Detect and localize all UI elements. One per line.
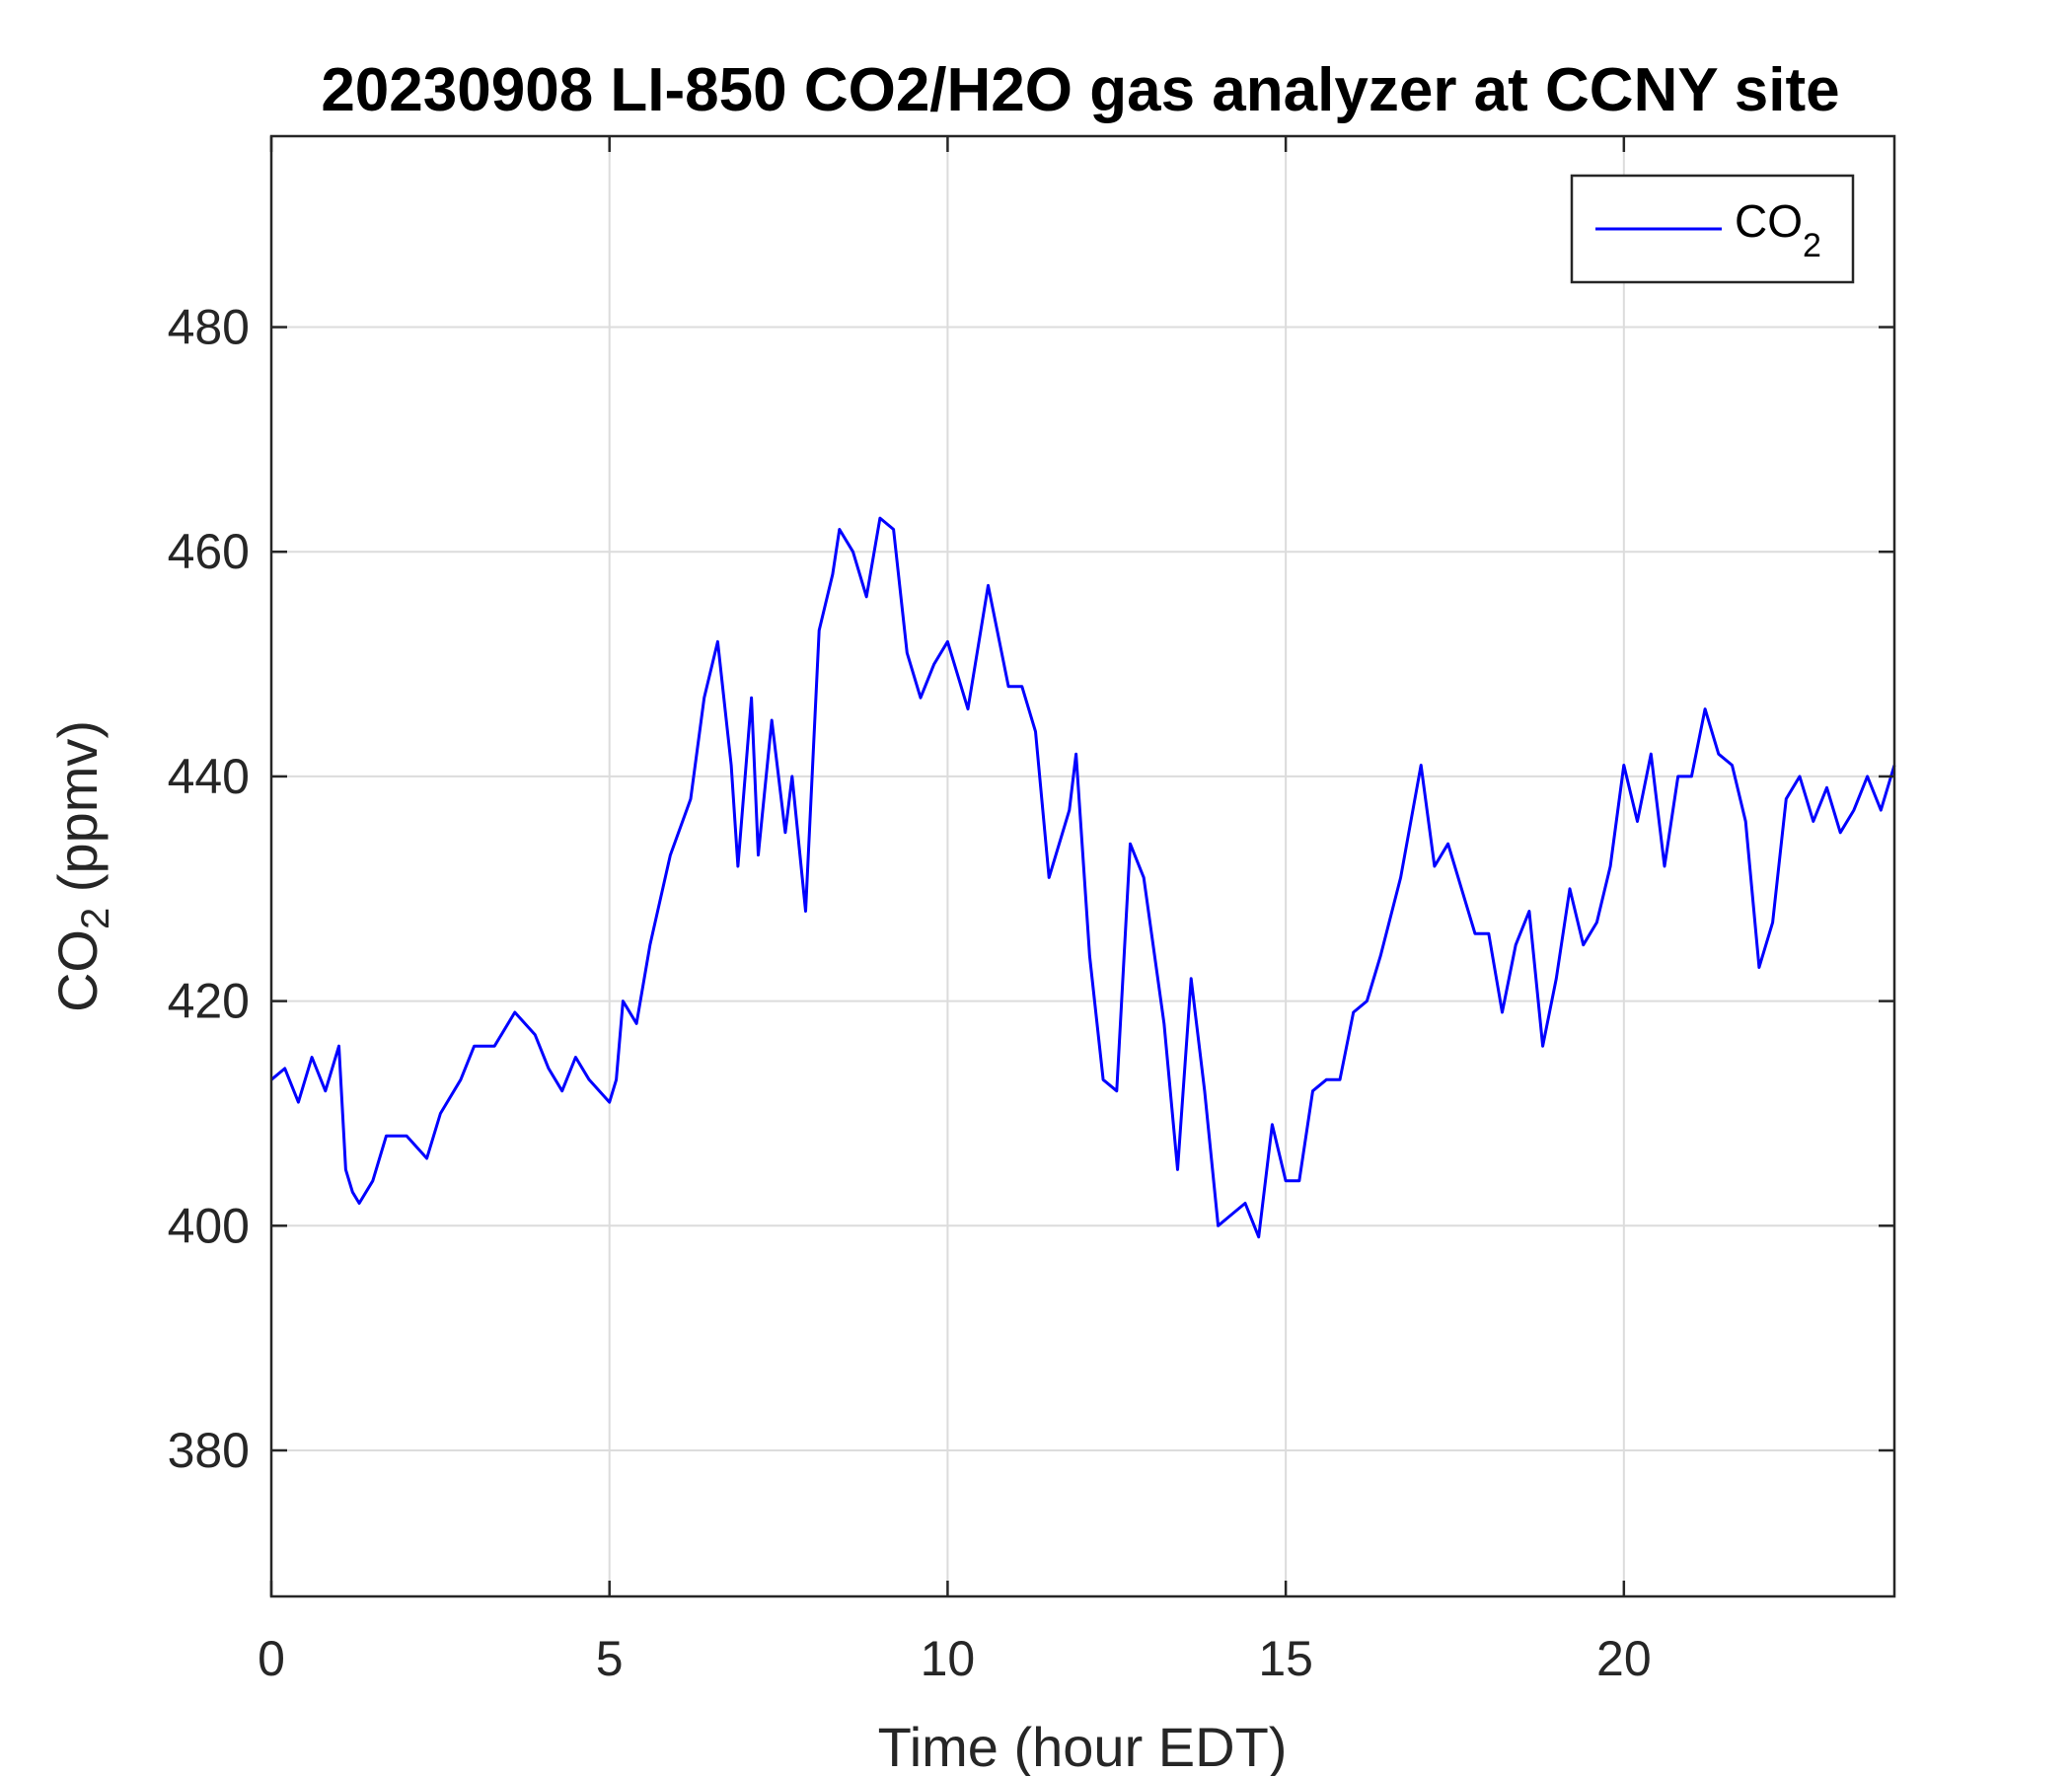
y-axis-label-subscript: 2 (74, 908, 117, 929)
y-tick-labels: 380 400 420 440 460 480 (168, 300, 250, 1478)
legend-entry-subscript: 2 (1803, 227, 1821, 264)
y-axis-label-main: CO (46, 929, 109, 1012)
y-tick-label: 420 (168, 974, 250, 1029)
x-tick-labels: 0 5 10 15 20 (258, 1631, 1652, 1686)
axis-ticks (269, 136, 1894, 1596)
data-series-co2 (270, 516, 1896, 1239)
y-tick-label: 440 (168, 749, 250, 804)
y-tick-label: 380 (168, 1423, 250, 1478)
legend: CO2 (1570, 174, 1855, 284)
y-tick-label: 460 (168, 524, 250, 579)
x-axis-label: Time (hour EDT) (878, 1716, 1288, 1776)
chart-title: 20230908 LI-850 CO2/H2O gas analyzer at … (321, 56, 1839, 124)
x-tick-label: 0 (258, 1631, 285, 1686)
x-grid (608, 136, 1625, 1596)
x-tick-label: 5 (596, 1631, 624, 1686)
y-tick-label: 400 (168, 1198, 250, 1253)
x-tick-label: 10 (921, 1631, 976, 1686)
plot-frame (269, 134, 1896, 1598)
legend-entry-co2: CO2 (1735, 195, 1821, 264)
x-tick-label: 20 (1596, 1631, 1652, 1686)
co2-series-line (270, 516, 1896, 1239)
x-tick-label: 15 (1258, 1631, 1313, 1686)
y-grid (271, 326, 1894, 1451)
y-axis-label: CO2 (ppmv) (46, 720, 117, 1012)
legend-entry-main: CO (1735, 195, 1803, 247)
y-axis-label-unit: (ppmv) (46, 720, 109, 908)
y-tick-label: 480 (168, 300, 250, 355)
